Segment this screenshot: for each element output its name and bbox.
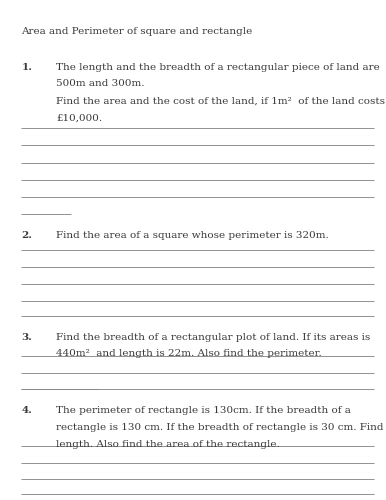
Text: length. Also find the area of the rectangle.: length. Also find the area of the rectan… [56, 440, 280, 449]
Text: The perimeter of rectangle is 130cm. If the breadth of a: The perimeter of rectangle is 130cm. If … [56, 406, 351, 415]
Text: 2.: 2. [21, 232, 32, 240]
Text: Area and Perimeter of square and rectangle: Area and Perimeter of square and rectang… [21, 28, 252, 36]
Text: 1.: 1. [21, 62, 32, 72]
Text: Find the breadth of a rectangular plot of land. If its areas is: Find the breadth of a rectangular plot o… [56, 332, 370, 342]
Text: The length and the breadth of a rectangular piece of land are: The length and the breadth of a rectangu… [56, 62, 380, 72]
Text: 440m²  and length is 22m. Also find the perimeter.: 440m² and length is 22m. Also find the p… [56, 350, 322, 358]
Text: Find the area of a square whose perimeter is 320m.: Find the area of a square whose perimete… [56, 232, 329, 240]
Text: £10,000.: £10,000. [56, 114, 102, 122]
Text: 4.: 4. [21, 406, 32, 415]
Text: 3.: 3. [21, 332, 32, 342]
Text: rectangle is 130 cm. If the breadth of rectangle is 30 cm. Find its: rectangle is 130 cm. If the breadth of r… [56, 423, 386, 432]
Text: Find the area and the cost of the land, if 1m²  of the land costs: Find the area and the cost of the land, … [56, 96, 385, 106]
Text: 500m and 300m.: 500m and 300m. [56, 80, 144, 88]
